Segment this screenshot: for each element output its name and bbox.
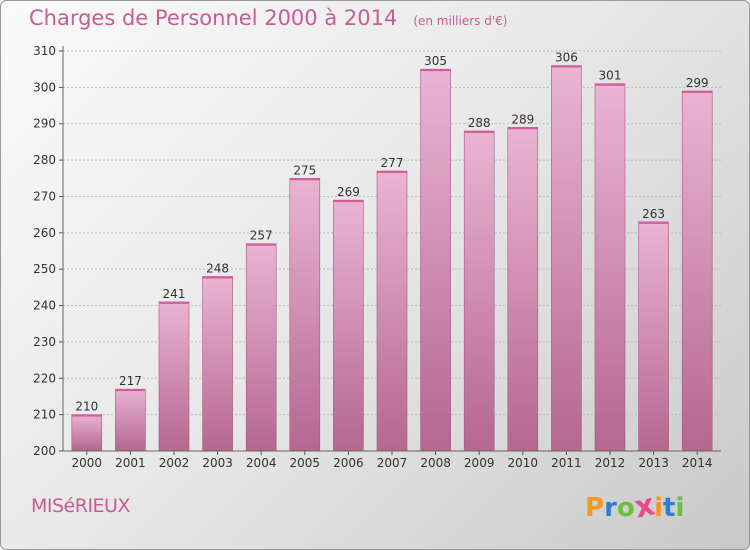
bar	[420, 68, 451, 452]
data-label: 248	[206, 261, 229, 275]
y-tick-label: 230	[33, 335, 56, 349]
data-label: 289	[511, 112, 534, 126]
bar	[333, 199, 364, 452]
logo-letter: i	[675, 493, 685, 523]
y-tick-label: 220	[33, 371, 56, 385]
data-label: 210	[75, 400, 98, 414]
x-tick-label: 2007	[377, 456, 408, 470]
data-label: 288	[468, 116, 491, 130]
x-tick-label: 2004	[246, 456, 277, 470]
y-tick-label: 250	[33, 262, 56, 276]
x-tick-label: 2001	[115, 456, 146, 470]
axes	[62, 46, 721, 452]
bar	[376, 170, 408, 452]
y-tick-label: 210	[33, 408, 56, 422]
data-label: 301	[599, 69, 622, 83]
x-tick-label: 2008	[420, 456, 451, 470]
proxiti-logo: Proxiti	[585, 487, 685, 525]
bar	[507, 127, 539, 452]
x-tick-label: 2000	[72, 456, 103, 470]
x-tick-label: 2014	[682, 456, 713, 470]
x-tick-label: 2013	[638, 456, 669, 470]
logo-letter: t	[663, 493, 676, 523]
data-label: 306	[555, 51, 578, 65]
y-axis-ticks: 200 210 220 230 240 250 260 270 280 290 300 310	[33, 44, 63, 458]
data-label: 299	[686, 76, 709, 90]
bar	[158, 301, 190, 452]
y-tick-label: 240	[33, 299, 56, 313]
data-label: 305	[424, 54, 447, 68]
y-tick-label: 260	[33, 226, 56, 240]
x-tick-label: 2009	[464, 456, 495, 470]
logo-letter: P	[585, 493, 605, 523]
x-tick-label: 2010	[508, 456, 539, 470]
bar	[245, 243, 277, 452]
bar	[115, 388, 146, 452]
bar	[71, 414, 103, 452]
data-label: 277	[381, 156, 404, 170]
bars	[71, 65, 713, 452]
bar	[551, 65, 582, 452]
bar	[638, 221, 669, 452]
x-axis-ticks: 2000 2001 2002 2003 2004 2005 2006 2007 2008 2009…	[72, 451, 713, 470]
x-tick-label: 2011	[551, 456, 582, 470]
x-tick-label: 2003	[202, 456, 233, 470]
x-tick-label: 2012	[595, 456, 626, 470]
x-tick-label: 2006	[333, 456, 364, 470]
x-tick-label: 2002	[159, 456, 190, 470]
y-tick-label: 270	[33, 189, 56, 203]
y-tick-label: 290	[33, 117, 56, 131]
data-label: 263	[642, 207, 665, 221]
x-tick-label: 2005	[290, 456, 321, 470]
y-tick-label: 280	[33, 153, 56, 167]
data-labels: 210 217 241 248 257 275 269 277 305 288 289 306 301 2…	[75, 51, 708, 414]
chart-unit-label: (en milliers d'€)	[413, 14, 508, 28]
data-label: 269	[337, 185, 360, 199]
logo-letter: o	[616, 493, 635, 523]
logo-letter: r	[604, 493, 617, 523]
bar	[289, 177, 321, 452]
bar	[202, 276, 233, 452]
chart-title: Charges de Personnel 2000 à 2014	[29, 6, 398, 30]
chart-title-block: Charges de Personnel 2000 à 2014 (en mill…	[29, 6, 507, 30]
bar	[594, 83, 626, 452]
data-label: 257	[250, 229, 273, 243]
data-label: 275	[293, 163, 316, 177]
data-label: 217	[119, 374, 142, 388]
place-name: MISéRIEUX	[31, 495, 130, 517]
y-tick-label: 310	[33, 44, 56, 58]
y-tick-label: 300	[33, 80, 56, 94]
logo-letter: i	[654, 493, 664, 523]
y-tick-label: 200	[33, 444, 56, 458]
data-label: 241	[163, 287, 186, 301]
bar	[681, 90, 713, 452]
bar	[463, 130, 495, 452]
